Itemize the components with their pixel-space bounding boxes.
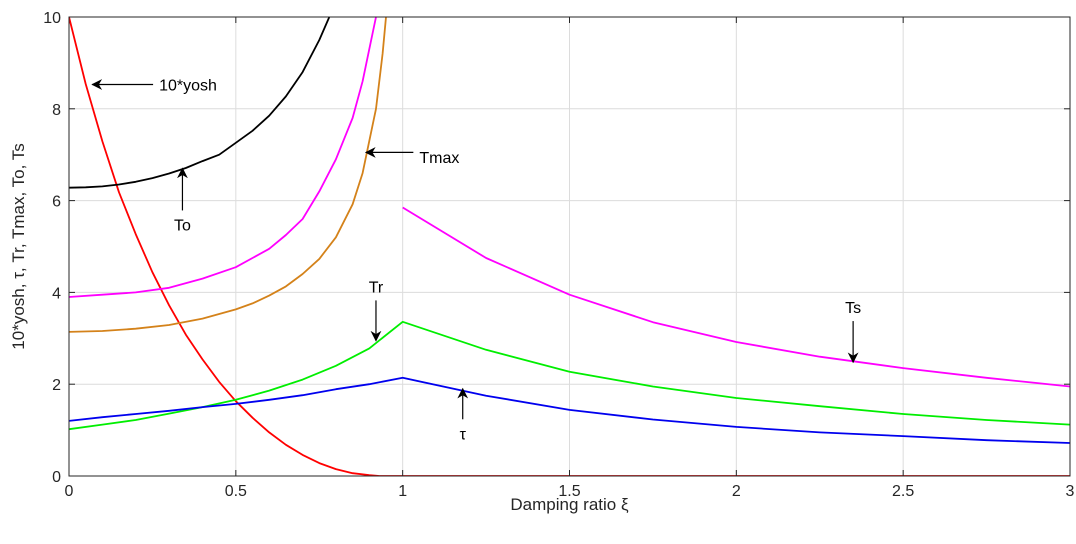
annotation-ts_label: Ts [845, 300, 861, 317]
series-line-Tmax [69, 17, 387, 333]
y-axis-label: 10*yosh, τ, Tr, Tmax, To, Ts [9, 143, 28, 349]
x-tick-label: 1 [398, 483, 407, 500]
series-line-Tmax_upper [69, 17, 377, 298]
x-tick-label: 1.5 [558, 483, 580, 500]
annotation-layer: 10*yosh Tmax To Tr Ts τ [91, 77, 861, 443]
y-tick-label: 2 [52, 377, 61, 394]
x-tick-label: 0 [65, 483, 74, 500]
series-line-Ts [402, 206, 1070, 388]
x-axis-ticks: 0 0.5 1 1.5 2 2.5 3 [65, 17, 1075, 500]
annotation-tr_label: Tr [369, 279, 384, 296]
y-tick-label: 10 [43, 10, 61, 27]
series-line-To [69, 17, 331, 189]
x-axis-label: Damping ratio ξ [510, 495, 629, 514]
annotation-tmax_label: Tmax [419, 150, 459, 167]
series-line-Tr [69, 320, 1070, 431]
y-tick-label: 4 [52, 285, 61, 302]
x-tick-label: 2 [732, 483, 741, 500]
series-line-tau [69, 376, 1070, 444]
x-tick-label: 2.5 [892, 483, 914, 500]
annotation-tau_label: τ [460, 426, 467, 443]
x-tick-label: 0.5 [225, 483, 247, 500]
y-tick-label: 0 [52, 469, 61, 486]
annotation-to_label: To [174, 217, 191, 234]
annotation-yosh_label: 10*yosh [159, 77, 217, 94]
y-tick-label: 8 [52, 102, 61, 119]
x-tick-label: 3 [1066, 483, 1075, 500]
y-axis-ticks: 0 2 4 6 8 10 [43, 10, 1070, 486]
series-line-yosh [69, 17, 1070, 476]
series-layer [69, 17, 1070, 476]
y-tick-label: 6 [52, 194, 61, 211]
